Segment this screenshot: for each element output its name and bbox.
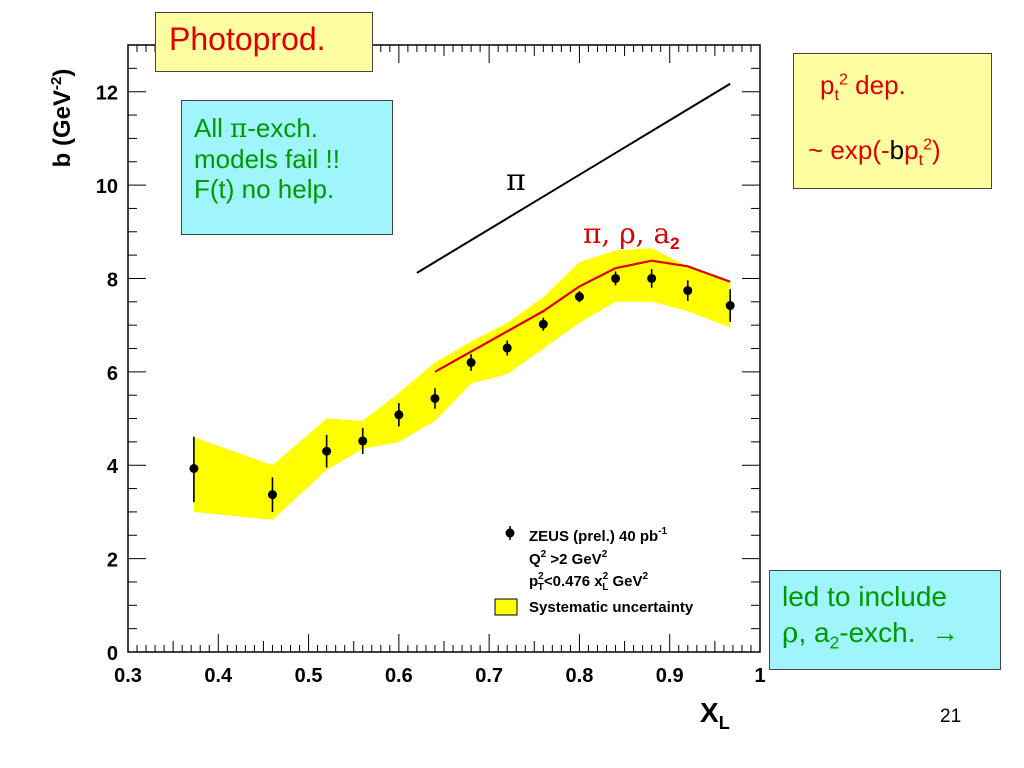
photoprod-label-box: Photoprod. xyxy=(155,12,373,72)
x-tick-label-1: 0.4 xyxy=(204,665,233,687)
pt-dependence-box: pt2 dep. ~ exp(-bpt2) xyxy=(793,53,992,189)
data-point-11 xyxy=(647,273,657,283)
legend-data-line3: p2 T<0.476 x2 L GeV2 xyxy=(529,571,649,593)
data-point-4 xyxy=(394,410,404,420)
data-point-7 xyxy=(502,343,512,353)
x-tick-label-6: 0.9 xyxy=(656,665,684,687)
y-tick-label-3: 6 xyxy=(107,363,118,385)
x-tick-label-2: 0.5 xyxy=(295,665,323,687)
y-axis-label: b (GeV-2) xyxy=(48,69,76,168)
pion-note-line3: F(t) no help. xyxy=(194,174,335,204)
rho-a2-exchange-box: led to include ρ, a2-exch. → xyxy=(769,570,1001,670)
led-line1: led to include xyxy=(782,581,948,612)
x-tick-label-7: 1 xyxy=(754,665,765,687)
data-point-3 xyxy=(358,436,368,446)
x-tick-label-3: 0.6 xyxy=(385,665,413,687)
legend-data-line1: ZEUS (prel.) 40 pb-1 xyxy=(529,526,668,545)
data-point-8 xyxy=(538,319,548,329)
arrow-right-icon: → xyxy=(931,617,960,648)
x-tick-label-0: 0.3 xyxy=(114,665,142,687)
data-point-0 xyxy=(189,463,199,473)
y-tick-label-4: 8 xyxy=(107,269,118,291)
y-tick-label-5: 10 xyxy=(96,176,118,198)
y-tick-label-2: 4 xyxy=(107,456,119,478)
pt-dep-line2: ~ exp(-bpt2) xyxy=(808,135,941,170)
model-lines-layer xyxy=(416,82,731,373)
pion-exchange-line xyxy=(416,82,731,274)
x-tick-label-5: 0.8 xyxy=(566,665,594,687)
data-point-6 xyxy=(466,358,476,368)
legend-data-line2: Q2 >2 GeV2 xyxy=(529,549,608,568)
photoprod-text: Photoprod. xyxy=(169,21,326,57)
pion-line-label: π xyxy=(506,163,526,198)
data-points-layer xyxy=(189,269,735,512)
legend: ZEUS (prel.) 40 pb-1 Q2 >2 GeV2 p2 T<0.47… xyxy=(494,526,694,616)
page-number: 21 xyxy=(940,706,962,727)
led-line2: ρ, a2-exch. → xyxy=(782,616,960,653)
y-tick-label-0: 0 xyxy=(107,643,118,665)
data-point-10 xyxy=(611,273,621,283)
data-point-13 xyxy=(725,301,735,311)
y-tick-label-1: 2 xyxy=(107,550,118,572)
x-axis-label: XL xyxy=(700,697,730,733)
legend-band-label: Systematic uncertainty xyxy=(529,599,694,616)
pi-rho-a2-model-curve xyxy=(434,259,731,373)
pion-note-line1: All π-exch. xyxy=(194,113,319,144)
model-curve-label: π, ρ, a2 xyxy=(583,217,680,253)
x-tick-label-4: 0.7 xyxy=(475,665,503,687)
data-point-2 xyxy=(322,446,332,456)
data-point-12 xyxy=(683,286,693,296)
pt-dep-line1: pt2 dep. xyxy=(820,70,906,105)
y-tick-label-6: 12 xyxy=(96,83,118,105)
data-point-5 xyxy=(430,393,440,403)
systematic-band-layer xyxy=(193,248,731,520)
data-point-1 xyxy=(267,490,277,500)
legend-band-swatch xyxy=(494,598,518,616)
pion-exchange-note-box: All π-exch. models fail !! F(t) no help. xyxy=(181,100,393,235)
systematic-uncertainty-band xyxy=(193,248,731,520)
pion-note-line2: models fail !! xyxy=(194,144,340,174)
data-point-9 xyxy=(574,292,584,302)
